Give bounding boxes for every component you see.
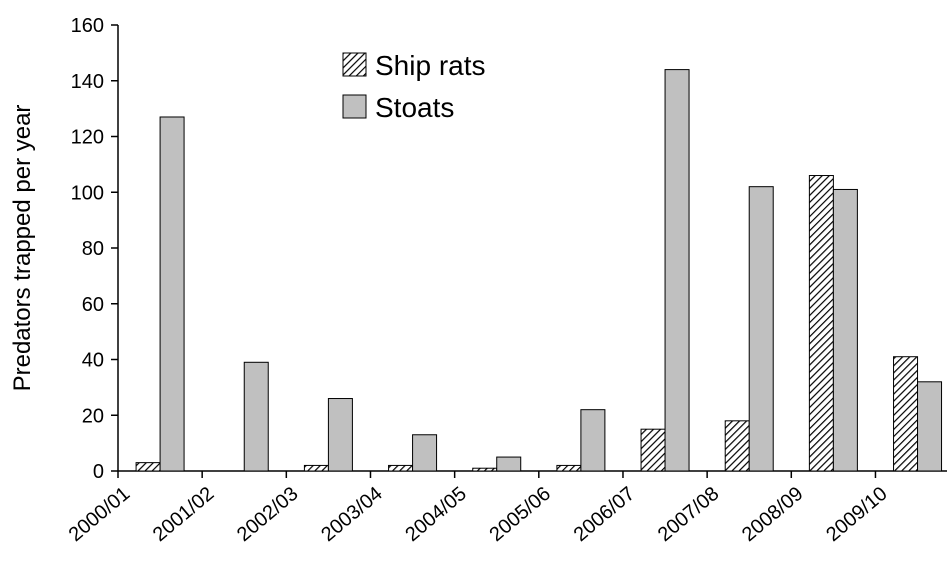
legend-label-ship-rats: Ship rats	[375, 50, 486, 81]
bar-stoats	[664, 69, 690, 472]
bar-ship-rats	[808, 175, 834, 472]
legend: Ship rats Stoats	[342, 50, 486, 123]
y-tick-label: 60	[82, 294, 104, 316]
y-tick-label: 20	[82, 405, 104, 427]
bar-ship-rats	[556, 464, 582, 472]
y-axis: 0 20 40 60 80 100 120 140 160	[71, 15, 119, 483]
y-tick-label: 0	[93, 461, 104, 483]
bar-ship-rats	[303, 464, 329, 472]
x-tick-label: 2000/01	[65, 483, 135, 546]
legend-swatch-ship-rats	[342, 52, 367, 77]
y-tick-label: 160	[71, 15, 104, 37]
bar-stoats	[327, 398, 353, 472]
x-tick-label: 2009/10	[822, 483, 892, 546]
bars	[135, 69, 943, 472]
y-tick-label: 40	[82, 350, 104, 372]
x-tick-label: 2001/02	[149, 483, 219, 546]
y-tick-label: 80	[82, 238, 104, 260]
bar-ship-rats	[388, 464, 414, 472]
y-axis-label: Predators trapped per year	[9, 105, 36, 392]
bar-stoats	[159, 116, 185, 472]
bar-stoats	[580, 409, 606, 472]
y-tick-label: 140	[71, 71, 104, 93]
x-tick-label: 2007/08	[654, 483, 724, 546]
bar-ship-rats	[472, 467, 498, 472]
bar-stoats	[496, 456, 522, 472]
x-tick-label: 2004/05	[401, 483, 471, 546]
x-tick-label: 2006/07	[570, 483, 640, 546]
bar-ship-rats	[724, 420, 750, 472]
y-tick-label: 100	[71, 182, 104, 204]
y-tick-label: 120	[71, 127, 104, 149]
legend-swatch-stoats	[342, 94, 367, 119]
x-tick-label: 2002/03	[233, 483, 303, 546]
bar-ship-rats	[135, 462, 161, 472]
x-tick-label: 2008/09	[738, 483, 808, 546]
x-tick-label: 2003/04	[317, 483, 387, 546]
bar-stoats	[412, 434, 438, 472]
bar-stoats	[832, 188, 858, 472]
bar-stoats	[748, 186, 774, 472]
bar-stoats	[243, 361, 269, 472]
bar-ship-rats	[640, 428, 666, 472]
x-axis: 2000/01 2001/02 2002/03 2003/04 2004/05 2005/…	[65, 470, 947, 546]
bar-ship-rats	[893, 356, 919, 472]
legend-label-stoats: Stoats	[375, 92, 454, 123]
bar-stoats	[917, 381, 943, 472]
x-tick-label: 2005/06	[486, 483, 556, 546]
